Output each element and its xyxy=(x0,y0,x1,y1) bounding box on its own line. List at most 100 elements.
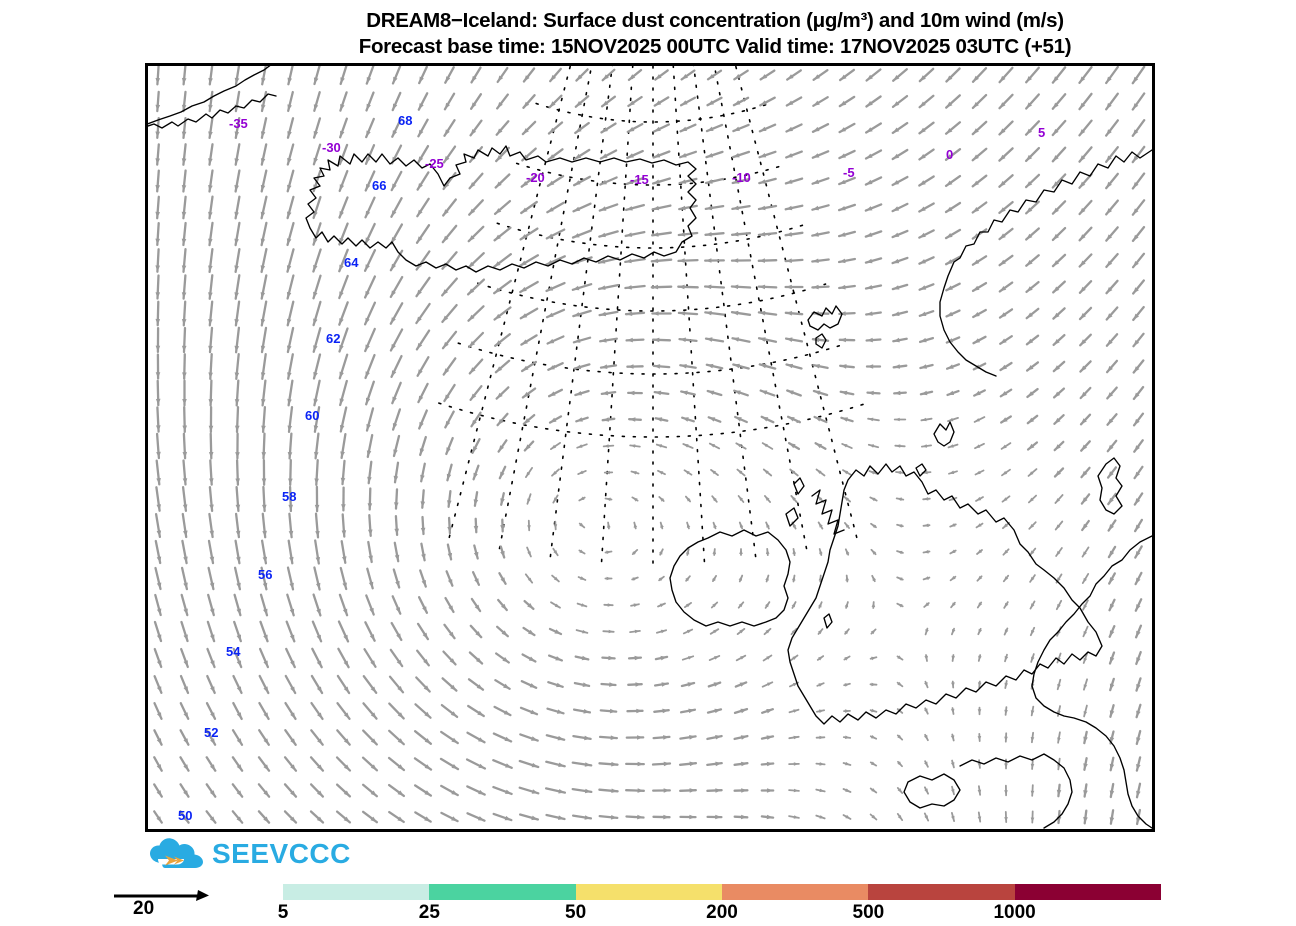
wind-arrow xyxy=(420,464,425,482)
wind-arrow xyxy=(656,656,667,661)
wind-arrow xyxy=(366,408,373,430)
wind-arrow xyxy=(182,354,187,378)
wind-arrow xyxy=(733,152,749,158)
wind-arrow xyxy=(599,285,618,290)
wind-arrow xyxy=(846,549,850,554)
wind-arrow xyxy=(259,811,269,822)
wind-arrow xyxy=(287,302,293,326)
wind-arrow xyxy=(844,709,850,713)
wind-arrow xyxy=(1082,468,1090,477)
wind-arrow xyxy=(551,443,560,449)
wind-arrow xyxy=(870,497,876,501)
wind-arrow xyxy=(946,230,960,238)
wind-arrow xyxy=(394,463,399,483)
wind-arrow xyxy=(1136,599,1141,610)
wind-arrow xyxy=(893,285,907,290)
wind-arrow xyxy=(1026,68,1039,83)
wind-arrow xyxy=(339,250,347,271)
wind-arrow xyxy=(839,205,855,210)
wind-arrow xyxy=(1054,389,1064,398)
wind-arrow xyxy=(946,149,960,160)
wind-arrow xyxy=(262,514,267,537)
wind-arrow xyxy=(603,417,615,422)
wind-arrow xyxy=(287,622,295,642)
wind-arrow xyxy=(286,649,295,667)
wind-arrow xyxy=(978,734,982,741)
wind-arrow xyxy=(813,124,828,132)
wind-arrow xyxy=(417,331,429,350)
wind-arrow xyxy=(497,95,508,109)
wind-arrow xyxy=(817,736,825,740)
wind-arrow xyxy=(579,576,586,580)
wind-arrow xyxy=(708,71,721,80)
wind-arrow xyxy=(156,66,161,84)
wind-arrow xyxy=(1002,443,1011,449)
wind-arrow xyxy=(546,788,565,793)
wind-arrow xyxy=(1083,627,1087,637)
wind-arrow xyxy=(573,815,591,820)
wind-arrow xyxy=(871,815,877,820)
wind-arrow xyxy=(1080,281,1091,293)
wind-arrow xyxy=(1106,174,1118,188)
wind-arrow xyxy=(207,811,216,822)
wind-arrow xyxy=(394,570,400,588)
wind-arrow xyxy=(181,730,189,744)
wind-arrow xyxy=(603,630,613,634)
wind-arrow xyxy=(1109,547,1115,557)
wind-arrow xyxy=(286,676,295,693)
wind-arrow xyxy=(415,758,431,769)
wind-arrow xyxy=(498,414,508,425)
wind-arrow xyxy=(182,249,187,272)
wind-arrow xyxy=(1134,361,1144,373)
wind-arrow xyxy=(574,204,591,212)
wind-arrow xyxy=(978,602,982,607)
wind-arrow xyxy=(575,364,590,369)
wind-arrow xyxy=(522,175,537,186)
wind-arrow xyxy=(973,149,987,160)
wind-arrow xyxy=(786,232,803,237)
coastline-hebrides-2 xyxy=(786,508,798,526)
wind-arrow xyxy=(418,384,427,402)
wind-arrow xyxy=(660,523,664,529)
wind-arrow xyxy=(732,258,750,263)
graticule-parallel xyxy=(536,104,768,123)
wind-arrow xyxy=(760,125,775,132)
wind-arrow xyxy=(1004,576,1009,582)
coastline-orkney xyxy=(916,464,926,476)
wind-arrow xyxy=(287,354,293,378)
wind-arrow xyxy=(446,438,452,454)
colorbar-tick-label: 1000 xyxy=(993,902,1035,924)
wind-arrow xyxy=(920,311,933,316)
wind-arrow xyxy=(1080,255,1092,267)
wind-arrow xyxy=(658,471,665,475)
wind-arrow xyxy=(578,603,587,606)
wind-arrow xyxy=(951,708,955,714)
wind-arrow xyxy=(921,391,932,396)
wind-arrow xyxy=(629,70,641,80)
wind-arrow xyxy=(472,599,480,611)
wind-arrow xyxy=(287,276,294,299)
wind-arrow xyxy=(866,124,881,133)
seevccc-logo[interactable]: SEEVCCC xyxy=(148,836,351,872)
wind-arrow xyxy=(679,206,697,211)
wind-arrow xyxy=(341,568,347,589)
wind-arrow xyxy=(866,231,881,236)
wind-arrow xyxy=(1055,469,1063,477)
wind-arrow xyxy=(654,125,669,132)
forecast-time-subtitle: Forecast base time: 15NOV2025 00UTC Vali… xyxy=(145,34,1285,60)
wind-arrow xyxy=(261,328,266,352)
dust-concentration-colorbar[interactable] xyxy=(283,884,1161,900)
wind-arrow xyxy=(182,223,187,245)
wind-arrow xyxy=(467,786,484,794)
wind-arrow xyxy=(183,514,188,537)
wind-arrow xyxy=(314,66,320,84)
wind-arrow xyxy=(417,252,430,270)
wind-arrow xyxy=(156,92,161,111)
wind-arrow xyxy=(687,523,690,529)
wind-arrow xyxy=(444,385,454,401)
wind-arrow xyxy=(286,703,296,719)
wind-arrow xyxy=(287,328,293,352)
wind-arrow xyxy=(234,275,239,298)
wind-arrow xyxy=(262,541,267,564)
